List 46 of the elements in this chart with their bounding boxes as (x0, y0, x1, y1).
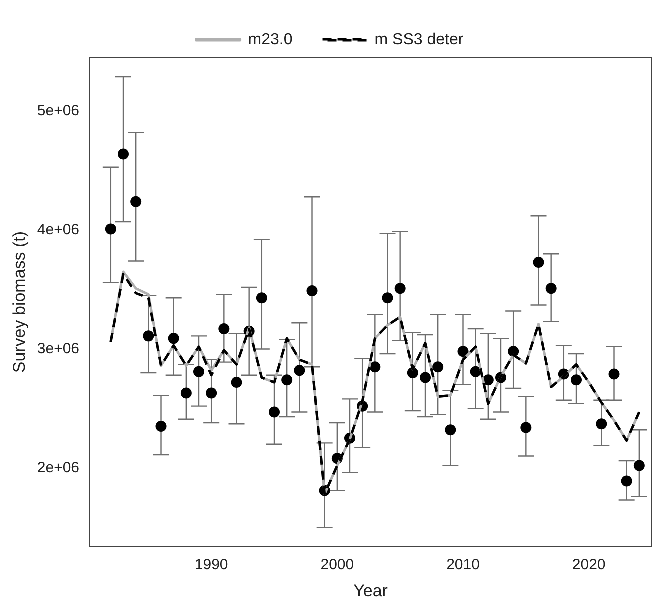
point (256, 292, 268, 304)
y-tick-label: 4e+06 (37, 222, 80, 239)
x-tick-label: 2020 (572, 556, 606, 574)
point (407, 368, 418, 379)
point (156, 421, 167, 432)
point (596, 418, 608, 430)
point (118, 148, 130, 160)
point (432, 362, 444, 373)
point (180, 388, 192, 399)
point (571, 374, 582, 386)
point (143, 330, 154, 342)
point (218, 324, 230, 335)
x-tick-label: 2000 (320, 556, 354, 574)
point (394, 283, 406, 294)
point (370, 362, 381, 373)
point (269, 406, 280, 418)
point (194, 366, 205, 378)
point (458, 346, 469, 358)
y-axis-title: Survey biomass (t) (10, 231, 29, 374)
y-tick-label: 2e+06 (37, 459, 80, 476)
y-tick-label: 5e+06 (37, 102, 80, 120)
x-axis-title: Year (354, 581, 388, 600)
point (105, 224, 116, 235)
point (294, 365, 306, 376)
point (206, 388, 218, 399)
point (621, 476, 632, 487)
legend-label: m SS3 deter (374, 31, 464, 48)
x-tick-label: 1990 (194, 556, 228, 574)
point (130, 196, 142, 208)
point (168, 333, 180, 344)
point (306, 286, 318, 297)
point (634, 460, 645, 472)
point (533, 256, 544, 268)
x-tick-label: 2010 (446, 556, 480, 574)
point (520, 422, 532, 434)
legend-label: m23.0 (248, 31, 293, 48)
point (282, 374, 293, 386)
point (420, 372, 431, 384)
point (608, 368, 620, 380)
point (546, 283, 557, 294)
point (482, 374, 494, 386)
y-tick-label: 3e+06 (37, 340, 80, 358)
point (445, 424, 456, 436)
point (382, 292, 394, 304)
point (231, 377, 242, 388)
point (470, 366, 482, 378)
